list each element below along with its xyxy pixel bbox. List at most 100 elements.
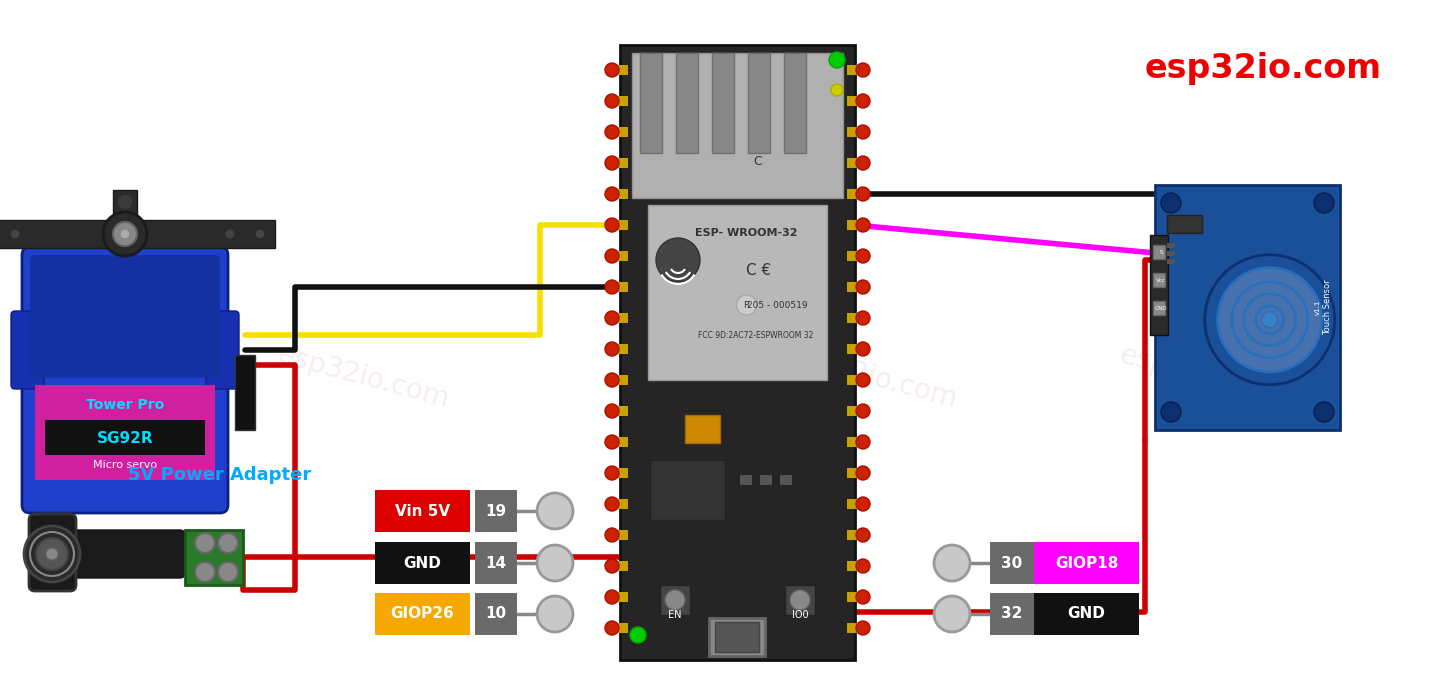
Text: C: C — [754, 155, 762, 168]
Bar — [847, 282, 860, 292]
Text: esp32io.com: esp32io.com — [783, 341, 960, 414]
Bar — [632, 53, 844, 198]
Text: 205 - 000519: 205 - 000519 — [746, 300, 807, 310]
Bar — [714, 622, 759, 652]
Circle shape — [857, 528, 870, 542]
Circle shape — [857, 94, 870, 108]
Bar — [1034, 542, 1138, 584]
Bar — [1153, 301, 1165, 315]
Circle shape — [103, 212, 147, 256]
Bar — [847, 561, 860, 571]
Bar — [677, 53, 698, 153]
Text: Touch Sensor: Touch Sensor — [1324, 280, 1333, 335]
Text: FCC 9D:2AC72-ESPWROOM 32: FCC 9D:2AC72-ESPWROOM 32 — [698, 330, 813, 339]
Bar — [375, 542, 470, 584]
Circle shape — [857, 125, 870, 139]
Text: Micro servo: Micro servo — [93, 460, 157, 470]
Circle shape — [1162, 402, 1180, 422]
Circle shape — [605, 404, 619, 418]
Bar — [990, 542, 1034, 584]
Circle shape — [630, 627, 646, 643]
Circle shape — [857, 497, 870, 511]
Text: S: S — [1159, 249, 1163, 254]
Circle shape — [605, 342, 619, 356]
Bar — [847, 623, 860, 633]
Circle shape — [1262, 312, 1278, 328]
Bar — [847, 592, 860, 602]
Bar — [616, 251, 629, 261]
Text: 30: 30 — [1002, 556, 1022, 570]
Bar — [616, 592, 629, 602]
Circle shape — [10, 229, 20, 239]
Bar — [847, 313, 860, 323]
Circle shape — [857, 559, 870, 573]
Bar — [375, 593, 470, 635]
Bar — [1167, 243, 1175, 248]
Bar — [847, 96, 860, 106]
Text: SG92R: SG92R — [97, 431, 154, 447]
Bar — [847, 437, 860, 447]
Text: 5V Power Adapter: 5V Power Adapter — [128, 466, 312, 484]
Bar — [35, 385, 215, 480]
Bar — [847, 468, 860, 478]
Circle shape — [195, 533, 215, 553]
Bar — [616, 127, 629, 137]
FancyBboxPatch shape — [22, 247, 228, 513]
Bar — [1167, 251, 1175, 256]
Bar — [847, 251, 860, 261]
Bar — [640, 53, 662, 153]
Bar — [113, 190, 136, 225]
Bar — [184, 530, 242, 585]
Bar — [661, 585, 690, 615]
Circle shape — [1314, 193, 1334, 213]
Text: Vin 5V: Vin 5V — [395, 504, 450, 519]
Text: GND: GND — [1067, 607, 1105, 622]
FancyBboxPatch shape — [206, 311, 240, 389]
Bar — [1150, 235, 1167, 335]
Bar — [375, 490, 470, 532]
Circle shape — [1314, 402, 1334, 422]
Circle shape — [736, 295, 756, 315]
Bar — [475, 593, 517, 635]
Circle shape — [605, 94, 619, 108]
Bar — [847, 499, 860, 509]
Bar — [847, 189, 860, 199]
Circle shape — [25, 526, 80, 582]
Text: GIOP18: GIOP18 — [1054, 556, 1118, 570]
Bar — [475, 490, 517, 532]
Circle shape — [1205, 255, 1334, 385]
Circle shape — [46, 548, 58, 560]
Text: Vcc: Vcc — [1156, 278, 1166, 282]
Bar — [847, 406, 860, 416]
Bar — [650, 460, 725, 520]
Circle shape — [605, 280, 619, 294]
Bar — [990, 593, 1034, 635]
Bar — [784, 53, 806, 153]
Text: Tower Pro: Tower Pro — [86, 398, 164, 412]
Bar — [759, 475, 772, 485]
Circle shape — [857, 280, 870, 294]
Bar — [616, 282, 629, 292]
Text: EN: EN — [668, 610, 682, 620]
Circle shape — [537, 596, 574, 632]
FancyBboxPatch shape — [12, 311, 44, 389]
Bar — [847, 65, 860, 75]
Text: C €: C € — [746, 262, 771, 278]
Circle shape — [857, 311, 870, 325]
Circle shape — [195, 562, 215, 582]
Bar — [648, 205, 828, 380]
Circle shape — [934, 545, 970, 581]
Circle shape — [857, 218, 870, 232]
Circle shape — [218, 562, 238, 582]
Text: 14: 14 — [485, 556, 507, 570]
Bar — [475, 542, 517, 584]
Bar — [709, 618, 765, 656]
Circle shape — [857, 435, 870, 449]
Circle shape — [605, 156, 619, 170]
Circle shape — [857, 590, 870, 604]
Circle shape — [605, 497, 619, 511]
Circle shape — [218, 533, 238, 553]
Bar — [616, 375, 629, 385]
Circle shape — [605, 373, 619, 387]
Circle shape — [225, 229, 235, 239]
